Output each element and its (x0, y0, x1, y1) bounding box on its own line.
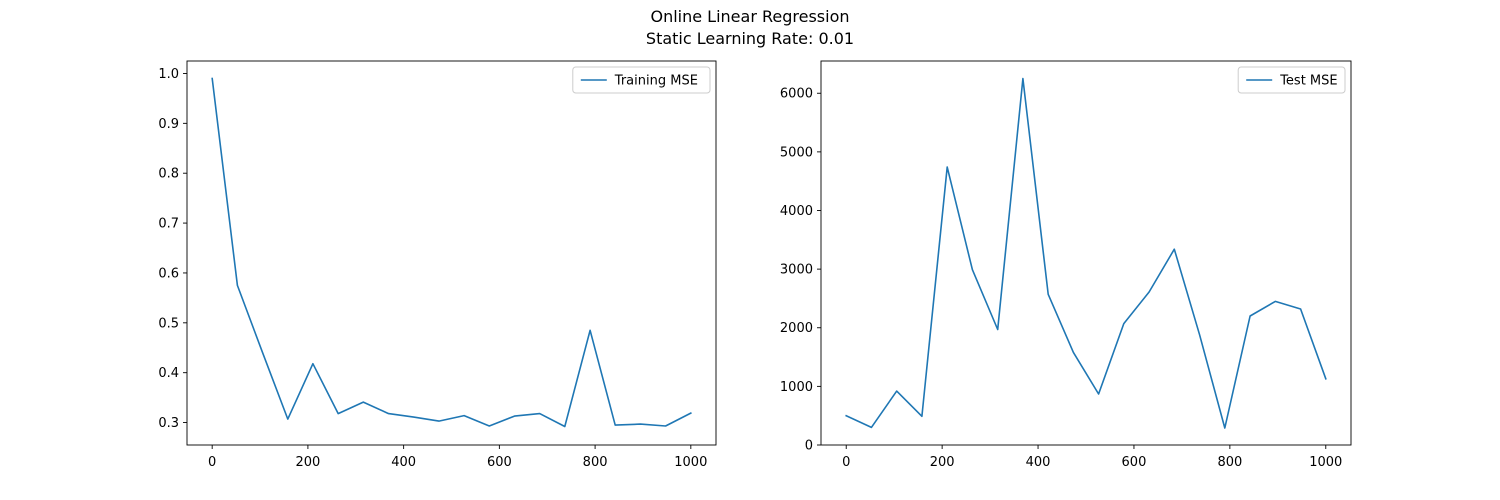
series-line (211, 77, 692, 428)
x-tick-label: 1000 (674, 455, 707, 470)
y-tick-label: 6000 (780, 87, 813, 102)
y-tick-label: 1.0 (158, 67, 179, 82)
y-tick-label: 2000 (780, 321, 813, 336)
y-tick-label: 0.4 (158, 366, 179, 381)
x-tick-label: 0 (208, 455, 216, 470)
legend-label: Training MSE (614, 74, 698, 89)
series-line (845, 77, 1327, 429)
y-tick-label: 0.6 (158, 266, 179, 281)
legend-box (572, 66, 711, 94)
y-tick-label: 3000 (780, 263, 813, 278)
y-tick-label: 0 (805, 439, 813, 454)
y-tick-label: 4000 (780, 204, 813, 219)
chart-2: 0 200 400 600 800 1000 0 1000 2000 3000 4000 5000 60… (780, 60, 1352, 470)
y-tick-label: 5000 (780, 145, 813, 160)
y-tick-label: 1000 (780, 380, 813, 395)
y-tick-label: 0.5 (158, 316, 179, 331)
axes-frame (820, 60, 1352, 446)
x-tick-label: 600 (487, 455, 512, 470)
chart-1: 0 200 400 600 800 1000 0.3 0.4 0.5 0.6 0.7 0.8 0.9 1.… (158, 60, 717, 470)
x-tick-label: 200 (930, 455, 955, 470)
x-tick-label: 800 (583, 455, 608, 470)
x-tick-label: 0 (842, 455, 850, 470)
figure-subtitle: Static Learning Rate: 0.01 (645, 29, 855, 48)
legend-label: Test MSE (1279, 74, 1337, 89)
x-tick-label: 1000 (1309, 455, 1342, 470)
axes-frame (186, 60, 717, 446)
y-tick-label: 0.3 (158, 416, 179, 431)
x-tick-label: 600 (1122, 455, 1147, 470)
legend-box (1237, 66, 1346, 94)
x-tick-label: 200 (295, 455, 320, 470)
x-tick-label: 400 (391, 455, 416, 470)
y-tick-label: 0.7 (158, 217, 179, 232)
figure-title: Online Linear Regression (650, 7, 850, 26)
x-tick-label: 800 (1217, 455, 1242, 470)
y-tick-label: 0.9 (158, 117, 179, 132)
x-tick-label: 400 (1026, 455, 1051, 470)
y-tick-label: 0.8 (158, 167, 179, 182)
